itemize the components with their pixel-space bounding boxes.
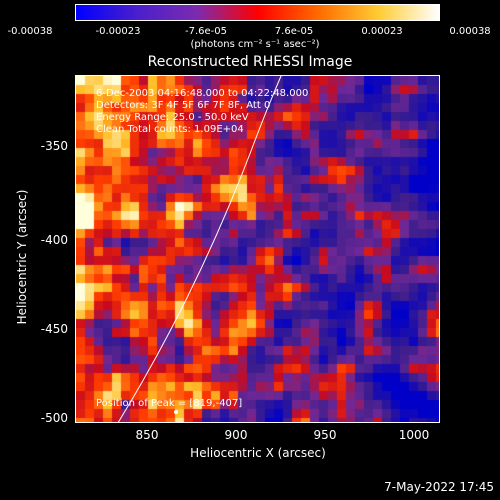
image-title: Reconstructed RHESSI Image <box>147 54 353 70</box>
y-axis-label: Heliocentric Y (arcsec) <box>15 189 29 325</box>
solar-limb-line <box>117 76 282 422</box>
info-detectors: Detectors: 3F 4F 5F 6F 7F 8F, Att 0 <box>96 100 271 111</box>
colorbar-tick: 0.00038 <box>449 26 491 37</box>
colorbar-tick: 0.00023 <box>361 26 403 37</box>
y-tick: -450 <box>40 322 68 336</box>
info-energy-range: Energy Range: 25.0 - 50.0 keV <box>96 112 249 123</box>
info-peak-position: Position of Peak = [819,-407] <box>96 398 243 409</box>
colorbar <box>75 4 440 21</box>
x-tick: 1000 <box>398 428 430 442</box>
rhessi-image: 6-Dec-2003 04:16:48.000 to 04:22:48.000 … <box>75 75 440 423</box>
colorbar-tick: 7.6e-05 <box>274 26 314 37</box>
peak-marker <box>174 410 178 414</box>
x-tick: 900 <box>224 428 248 442</box>
x-tick: 950 <box>313 428 337 442</box>
colorbar-units: (photons cm⁻² s⁻¹ asec⁻²) <box>190 39 320 50</box>
colorbar-tick: -0.00038 <box>7 26 53 37</box>
y-tick: -500 <box>40 411 68 425</box>
x-tick: 850 <box>135 428 159 442</box>
info-total-counts: Clean Total counts: 1.09E+04 <box>96 124 244 135</box>
solar-limb-overlay <box>117 76 282 422</box>
colorbar-tick: -0.00023 <box>95 26 141 37</box>
x-axis-label: Heliocentric X (arcsec) <box>190 446 326 460</box>
timestamp: 7-May-2022 17:45 <box>384 480 494 494</box>
y-tick: -400 <box>40 233 68 247</box>
info-time-range: 6-Dec-2003 04:16:48.000 to 04:22:48.000 <box>96 88 309 99</box>
y-tick: -350 <box>40 139 68 153</box>
colorbar-tick: -7.6e-05 <box>185 26 227 37</box>
